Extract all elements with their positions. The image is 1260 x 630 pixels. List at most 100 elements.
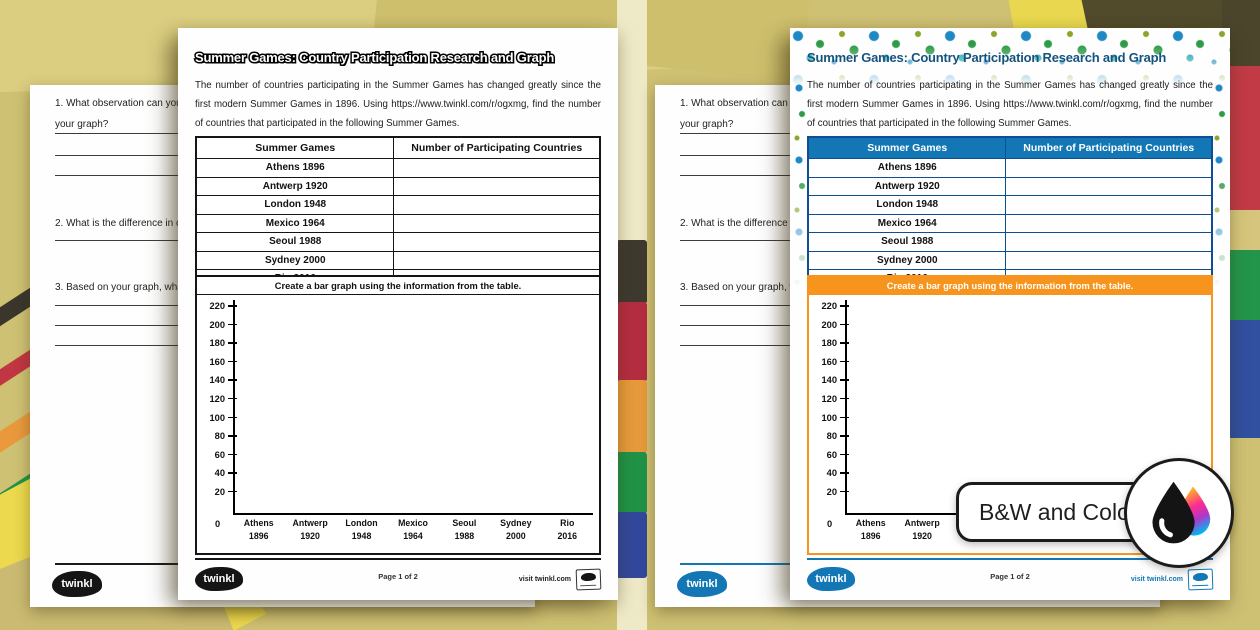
y-tick-label: 220 bbox=[809, 301, 851, 320]
footer-right: visit twinkl.com bbox=[518, 568, 602, 590]
x-tick-label: Athens 1896 bbox=[243, 518, 274, 541]
participation-table: Summer Games Number of Participating Cou… bbox=[195, 136, 601, 290]
table-header-row: Summer Games Number of Participating Cou… bbox=[809, 138, 1211, 159]
quality-stamp-icon bbox=[1187, 568, 1214, 590]
y-tick-label: 180 bbox=[809, 338, 851, 357]
table-header-countries: Number of Participating Countries bbox=[411, 142, 583, 154]
table-row: Seoul 1988 bbox=[809, 233, 1211, 252]
graph-plot-area: 220 200 180 160 140 120 100 80 60 40 20 … bbox=[197, 295, 599, 549]
ink-drop-icon bbox=[1124, 458, 1234, 568]
x-tick-label: Antwerp 1920 bbox=[292, 518, 328, 541]
worksheet-title: Summer Games: Country Participation Rese… bbox=[807, 50, 1220, 65]
answer-cell bbox=[394, 252, 599, 270]
games-cell: Seoul 1988 bbox=[809, 233, 1007, 251]
question-1-line2: your graph? bbox=[680, 119, 734, 130]
answer-cell bbox=[1006, 178, 1211, 196]
answer-cell bbox=[1006, 252, 1211, 270]
games-cell: Mexico 1964 bbox=[197, 214, 395, 232]
table-row: Antwerp 1920 bbox=[809, 177, 1211, 196]
worksheet-title-text: Summer Games: Country Participation Rese… bbox=[195, 50, 555, 65]
y-tick-label: 160 bbox=[809, 357, 851, 376]
answer-cell bbox=[1006, 215, 1211, 233]
y-tick-label: 60 bbox=[197, 450, 239, 469]
question-2: 2. What is the difference in cou bbox=[55, 218, 193, 229]
visit-twinkl-label: visit twinkl.com bbox=[518, 575, 571, 583]
table-row: Mexico 1964 bbox=[809, 214, 1211, 233]
question-1-line1: 1. What observation can you m bbox=[680, 98, 818, 109]
question-1-line2: your graph? bbox=[55, 119, 109, 130]
y-tick-label: 80 bbox=[197, 431, 239, 450]
y-tick-label: 40 bbox=[809, 468, 851, 487]
dots-decoration bbox=[790, 28, 1230, 86]
table-row: Athens 1896 bbox=[809, 159, 1211, 178]
answer-cell bbox=[1006, 196, 1211, 214]
twinkl-logo: twinkl bbox=[195, 567, 243, 591]
quality-stamp-icon bbox=[575, 568, 602, 590]
y-tick-label: 200 bbox=[809, 320, 851, 339]
answer-cell bbox=[394, 178, 599, 196]
table-header-row: Summer Games Number of Participating Cou… bbox=[197, 138, 599, 159]
y-tick-label: 140 bbox=[197, 375, 239, 394]
footer-right: visit twinkl.com bbox=[1131, 568, 1214, 590]
bg-middle-strip bbox=[617, 0, 647, 630]
page-footer: twinkl Page 1 of 2 visit twinkl.com bbox=[807, 558, 1214, 595]
twinkl-logo: twinkl bbox=[52, 571, 102, 597]
table-row: Sydney 2000 bbox=[809, 251, 1211, 270]
y-axis: 220 200 180 160 140 120 100 80 60 40 20 bbox=[197, 301, 239, 506]
games-cell: Antwerp 1920 bbox=[197, 177, 395, 195]
games-cell: London 1948 bbox=[197, 196, 395, 214]
y-tick-label: 100 bbox=[197, 413, 239, 432]
y-tick-label: 120 bbox=[809, 394, 851, 413]
table-row: Seoul 1988 bbox=[197, 233, 599, 252]
table-row: Antwerp 1920 bbox=[197, 177, 599, 196]
answer-cell bbox=[394, 215, 599, 233]
games-cell: Antwerp 1920 bbox=[809, 177, 1007, 195]
y-tick-label: 20 bbox=[197, 487, 239, 506]
y-axis-line bbox=[233, 300, 235, 515]
table-row: Mexico 1964 bbox=[197, 214, 599, 233]
question-2: 2. What is the difference in cou bbox=[680, 218, 818, 229]
answer-cell bbox=[394, 233, 599, 251]
dots-decoration bbox=[792, 80, 808, 290]
twinkl-logo: twinkl bbox=[807, 567, 855, 591]
page-number: Page 1 of 2 bbox=[378, 572, 418, 581]
y-axis: 220 200 180 160 140 120 100 80 60 40 20 bbox=[809, 301, 851, 506]
question-3: 3. Based on your graph, what c bbox=[680, 282, 819, 293]
worksheet-page-bw: Summer Games: Country Participation Rese… bbox=[178, 28, 618, 600]
games-cell: Athens 1896 bbox=[809, 159, 1007, 177]
games-cell: Sydney 2000 bbox=[809, 251, 1007, 269]
table-row: Sydney 2000 bbox=[197, 251, 599, 270]
participation-table: Summer Games Number of Participating Cou… bbox=[807, 136, 1213, 290]
x-axis-line bbox=[233, 513, 593, 515]
table-header-games: Summer Games bbox=[809, 138, 1007, 158]
y-tick-label: 100 bbox=[809, 413, 851, 432]
y-tick-label: 60 bbox=[809, 450, 851, 469]
worksheet-intro: The number of countries participating in… bbox=[195, 80, 601, 129]
question-3: 3. Based on your graph, what c bbox=[55, 282, 194, 293]
games-cell: Mexico 1964 bbox=[809, 214, 1007, 232]
worksheet-intro: The number of countries participating in… bbox=[807, 80, 1213, 129]
question-1-line1: 1. What observation can you m bbox=[55, 98, 193, 109]
y-tick-label: 160 bbox=[197, 357, 239, 376]
worksheet-title: Summer Games: Country Participation Rese… bbox=[193, 49, 608, 67]
worksheet-title-text: Summer Games: Country Participation Rese… bbox=[807, 50, 1167, 65]
origin-label: 0 bbox=[215, 519, 221, 529]
bar-graph-box: Create a bar graph using the information… bbox=[195, 275, 601, 555]
graph-instruction: Create a bar graph using the information… bbox=[809, 277, 1211, 295]
answer-cell bbox=[1006, 233, 1211, 251]
table-row: London 1948 bbox=[197, 196, 599, 215]
y-tick-label: 40 bbox=[197, 468, 239, 487]
twinkl-logo: twinkl bbox=[677, 571, 727, 597]
table-row: London 1948 bbox=[809, 196, 1211, 215]
games-cell: London 1948 bbox=[809, 196, 1007, 214]
y-axis-line bbox=[845, 300, 847, 515]
games-cell: Athens 1896 bbox=[197, 159, 395, 177]
y-tick-label: 120 bbox=[197, 394, 239, 413]
graph-instruction: Create a bar graph using the information… bbox=[197, 277, 599, 295]
answer-cell bbox=[1006, 159, 1211, 177]
